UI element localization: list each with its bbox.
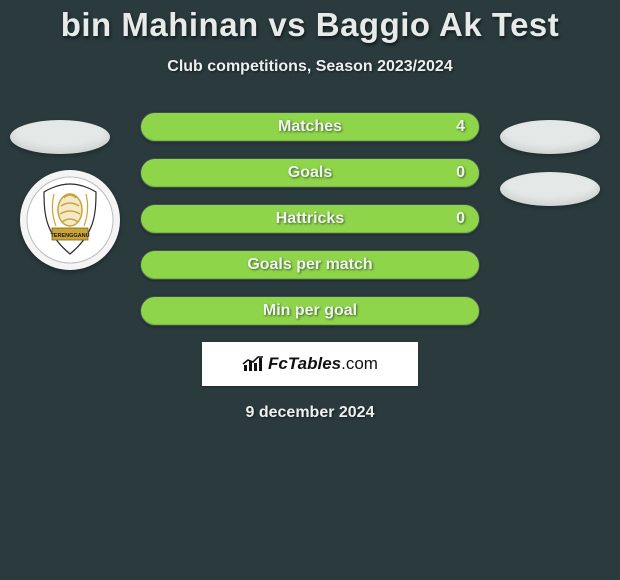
barchart-icon (242, 355, 264, 373)
stat-row-matches: Matches 4 (140, 112, 480, 142)
stat-right-value: 0 (456, 210, 465, 228)
logo-text-brand2: Tables (288, 354, 341, 373)
page-subtitle: Club competitions, Season 2023/2024 (0, 58, 620, 76)
stat-label: Goals per match (247, 256, 372, 274)
stat-label: Hattricks (276, 210, 344, 228)
stat-label: Min per goal (263, 302, 357, 320)
stats-container: Matches 4 Goals 0 Hattricks 0 Goals per … (140, 112, 480, 326)
terengganu-crest-icon: TERENGGANU (26, 176, 114, 264)
club-right-placeholder (500, 172, 600, 206)
snapshot-date: 9 december 2024 (0, 404, 620, 422)
club-left-badge: TERENGGANU (20, 170, 120, 270)
stat-label: Goals (288, 164, 332, 182)
logo-text-brand: Fc (268, 354, 288, 373)
page-title: bin Mahinan vs Baggio Ak Test (0, 6, 620, 44)
comparison-card: bin Mahinan vs Baggio Ak Test Club compe… (0, 0, 620, 580)
stat-row-hattricks: Hattricks 0 (140, 204, 480, 234)
stat-row-goals-per-match: Goals per match (140, 250, 480, 280)
source-logo: FcTables.com (202, 342, 418, 386)
stat-right-value: 0 (456, 164, 465, 182)
stat-right-value: 4 (456, 118, 465, 136)
badge-label: TERENGGANU (50, 233, 89, 239)
stat-label: Matches (278, 118, 342, 136)
logo-text-tld: .com (341, 354, 378, 373)
stat-row-goals: Goals 0 (140, 158, 480, 188)
player-right-placeholder (500, 120, 600, 154)
stat-row-min-per-goal: Min per goal (140, 296, 480, 326)
player-left-placeholder (10, 120, 110, 154)
